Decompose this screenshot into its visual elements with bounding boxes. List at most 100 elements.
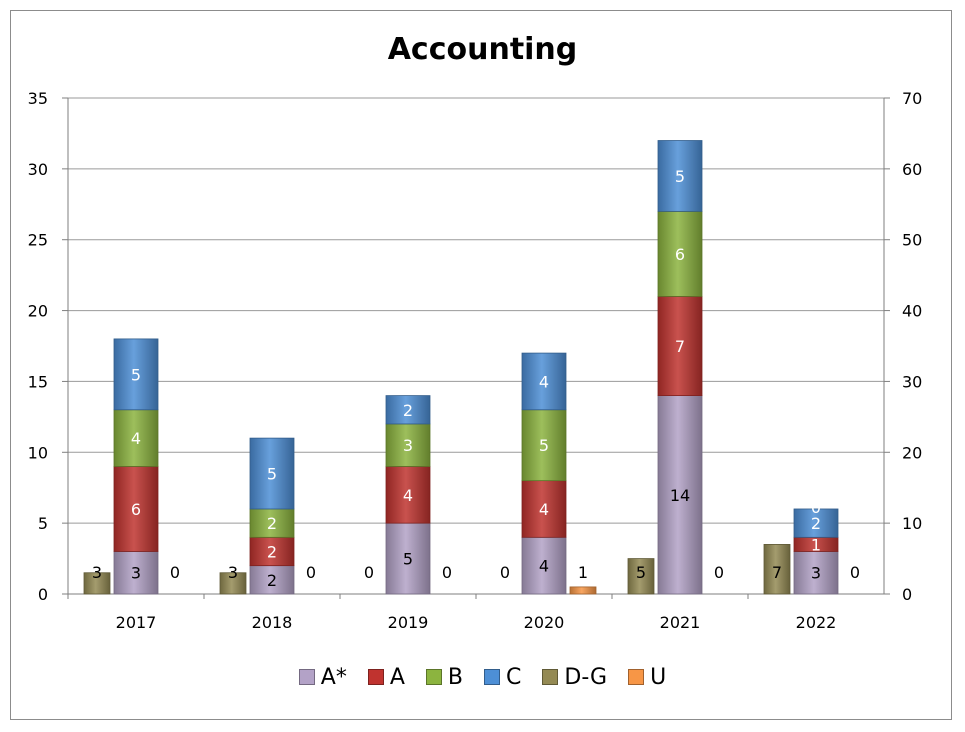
data-label: 5	[131, 365, 141, 384]
y-tick-label: 5	[38, 514, 48, 533]
legend-item: U	[628, 665, 666, 690]
y-tick-label: 10	[28, 443, 48, 462]
legend-swatch-b	[425, 669, 442, 685]
data-label: 2	[403, 401, 413, 420]
bar-segment	[763, 544, 791, 595]
bar-segment	[83, 572, 111, 595]
bar-segment	[113, 466, 159, 552]
data-label: 3	[131, 564, 141, 583]
legend-label: D-G	[564, 665, 608, 690]
legend-label: A*	[320, 665, 347, 690]
bar-segment	[657, 140, 703, 212]
data-label: 0	[500, 563, 510, 582]
data-label: 1	[578, 563, 588, 582]
legend-label: A	[389, 665, 405, 690]
bar-segment	[657, 295, 703, 396]
bar-segment	[385, 423, 431, 467]
x-tick-label: 2019	[388, 613, 429, 632]
y2-tick-label: 60	[902, 160, 922, 179]
bar-segment	[385, 466, 431, 524]
y-tick-label: 0	[38, 585, 48, 604]
legend-item: A	[367, 665, 405, 690]
bar-segment	[385, 395, 431, 425]
legend-swatch-a-star	[298, 669, 315, 685]
bar-segment	[521, 480, 567, 538]
y-tick-label: 35	[28, 89, 48, 108]
data-label: 2	[267, 571, 277, 590]
x-tick-label: 2022	[796, 613, 837, 632]
data-label: 14	[670, 486, 690, 505]
bar-segment	[249, 508, 295, 538]
data-label: 0	[714, 563, 724, 582]
data-label: 4	[539, 372, 549, 391]
data-label: 4	[539, 500, 549, 519]
data-label: 2	[267, 514, 277, 533]
data-label: 2	[811, 514, 821, 533]
bar-segment	[385, 522, 431, 595]
data-label: 5	[403, 550, 413, 569]
data-label: 6	[675, 245, 685, 264]
y2-tick-label: 20	[902, 443, 922, 462]
legend-swatch-c	[484, 669, 500, 685]
bar-segment	[113, 338, 159, 411]
data-label: 0	[306, 563, 316, 582]
data-label: 5	[636, 563, 646, 582]
data-label: 2	[267, 542, 277, 561]
legend-item: B	[425, 665, 463, 690]
data-label: 1	[811, 535, 821, 554]
data-label: 0	[170, 563, 180, 582]
x-tick-label: 2017	[116, 613, 157, 632]
y-tick-label: 20	[28, 302, 48, 321]
bar-segment	[219, 572, 247, 595]
y-tick-label: 25	[28, 231, 48, 250]
legend-swatch-a	[367, 669, 384, 685]
data-label: 0	[811, 498, 821, 517]
y-tick-label: 15	[28, 372, 48, 391]
data-label: 7	[772, 563, 782, 582]
bar-segment	[113, 551, 159, 595]
legend-label: C	[506, 665, 522, 690]
bar-segment	[793, 508, 839, 538]
legend-item: A*	[298, 665, 347, 690]
data-label: 0	[442, 563, 452, 582]
bar-segment	[793, 551, 839, 595]
data-label: 5	[267, 465, 277, 484]
y2-tick-label: 40	[902, 302, 922, 321]
chart-legend: A* A B C D-G U	[0, 665, 965, 690]
x-tick-label: 2021	[660, 613, 701, 632]
data-label: 5	[539, 436, 549, 455]
data-label: 3	[228, 563, 238, 582]
x-tick-label: 2018	[252, 613, 293, 632]
legend-item: C	[484, 665, 521, 690]
legend-swatch-u	[628, 669, 645, 685]
y2-tick-label: 50	[902, 231, 922, 250]
y2-tick-label: 30	[902, 372, 922, 391]
y2-tick-label: 0	[902, 585, 912, 604]
data-label: 7	[675, 337, 685, 356]
bar-segment	[113, 409, 159, 467]
bar-segment	[249, 565, 295, 595]
data-label: 5	[675, 167, 685, 186]
chart-title: Accounting	[387, 32, 578, 67]
x-tick-label: 2020	[524, 613, 565, 632]
bar-segment	[521, 409, 567, 482]
bar-segment	[627, 558, 655, 595]
data-label: 6	[131, 500, 141, 519]
data-label: 0	[364, 563, 374, 582]
y2-tick-label: 10	[902, 514, 922, 533]
data-label: 3	[403, 436, 413, 455]
data-label: 4	[539, 557, 549, 576]
data-label: 4	[403, 486, 413, 505]
legend-item: D-G	[542, 665, 607, 690]
data-label: 0	[850, 563, 860, 582]
y-tick-label: 30	[28, 160, 48, 179]
bar-segment	[249, 437, 295, 510]
data-label: 3	[92, 563, 102, 582]
bar-segment	[569, 586, 597, 595]
data-label: 3	[811, 564, 821, 583]
data-label: 4	[131, 429, 141, 448]
legend-label: B	[447, 665, 463, 690]
y2-tick-label: 70	[902, 89, 922, 108]
bar-segment	[521, 352, 567, 411]
